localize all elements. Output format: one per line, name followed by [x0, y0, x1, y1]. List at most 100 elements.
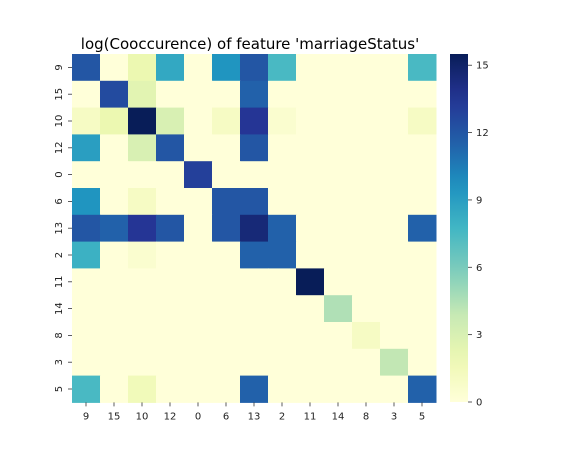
- heatmap-cell: [128, 188, 157, 216]
- heatmap-cell: [100, 348, 129, 377]
- heatmap-cell: [324, 80, 353, 109]
- heatmap-cell: [380, 375, 409, 403]
- heatmap-cell: [184, 107, 213, 135]
- heatmap-cell: [240, 188, 269, 216]
- heatmap-cell: [72, 188, 101, 216]
- heatmap-cell: [352, 161, 381, 189]
- heatmap-cell: [352, 80, 381, 109]
- heatmap-cell: [212, 161, 241, 189]
- heatmap-cell: [128, 375, 157, 403]
- y-tick-label: 2: [54, 252, 65, 258]
- heatmap-cell: [268, 268, 297, 296]
- heatmap-cell: [72, 161, 101, 189]
- heatmap-cell: [408, 54, 437, 82]
- heatmap-cell: [128, 322, 157, 350]
- heatmap-cell: [352, 241, 381, 269]
- heatmap-cell: [380, 241, 409, 269]
- heatmap-cell: [156, 161, 185, 189]
- heatmap-cell: [212, 322, 241, 350]
- heatmap-cell: [128, 295, 157, 323]
- heatmap-cell: [240, 375, 269, 403]
- heatmap-cell: [212, 134, 241, 162]
- heatmap-cell: [184, 188, 213, 216]
- colorbar-tick-label: 3: [476, 330, 482, 341]
- heatmap-cell: [240, 322, 269, 350]
- heatmap-cell: [212, 54, 241, 82]
- heatmap-cell: [240, 80, 269, 109]
- heatmap-cell: [72, 241, 101, 269]
- heatmap-cell: [268, 322, 297, 350]
- heatmap-cell: [324, 188, 353, 216]
- heatmap-cell: [100, 161, 129, 189]
- heatmap-cell: [296, 107, 325, 135]
- y-tick-label: 10: [54, 115, 65, 128]
- heatmap-cell: [380, 188, 409, 216]
- heatmap-cell: [380, 161, 409, 189]
- x-tick-label: 0: [195, 411, 201, 422]
- x-tick-label: 10: [136, 411, 149, 422]
- heatmap-cell: [212, 188, 241, 216]
- heatmap-cell: [408, 295, 437, 323]
- y-axis-ticks: 9 15 10 12 0 6 13 2 11 14 8 3 5: [54, 64, 72, 392]
- heatmap-cell: [380, 214, 409, 243]
- heatmap-cell: [408, 134, 437, 162]
- x-tick-label: 14: [332, 411, 345, 422]
- heatmap-cell: [408, 188, 437, 216]
- heatmap-cell: [156, 241, 185, 269]
- heatmap-cell: [240, 214, 269, 243]
- heatmap-cell: [352, 348, 381, 377]
- heatmap-cell: [240, 268, 269, 296]
- heatmap-cell: [324, 134, 353, 162]
- x-tick-label: 9: [83, 411, 89, 422]
- heatmap-cell: [240, 295, 269, 323]
- heatmap-cell: [184, 214, 213, 243]
- heatmap-cell: [184, 161, 213, 189]
- heatmap-cell: [296, 348, 325, 377]
- heatmap-cell: [296, 161, 325, 189]
- heatmap-cell: [72, 268, 101, 296]
- heatmap-cell: [408, 322, 437, 350]
- colorbar-tick-label: 12: [476, 128, 489, 139]
- heatmap-cell: [352, 188, 381, 216]
- x-tick-label: 5: [419, 411, 425, 422]
- heatmap-cell: [184, 348, 213, 377]
- heatmap-cell: [324, 268, 353, 296]
- heatmap-cell: [352, 295, 381, 323]
- y-tick-label: 8: [54, 332, 65, 338]
- x-tick-label: 2: [279, 411, 285, 422]
- colorbar-tick-label: 6: [476, 263, 482, 274]
- heatmap-cell: [184, 54, 213, 82]
- colorbar-ticks: 0 3 6 9 12 15: [468, 61, 489, 409]
- heatmap-cell: [324, 54, 353, 82]
- heatmap-cell: [184, 241, 213, 269]
- heatmap-cell: [268, 188, 297, 216]
- heatmap-cell: [268, 375, 297, 403]
- colorbar-tick-label: 15: [476, 61, 489, 72]
- heatmap-cell: [128, 268, 157, 296]
- heatmap-cell: [268, 134, 297, 162]
- x-tick-label: 12: [164, 411, 177, 422]
- heatmap-cell: [184, 322, 213, 350]
- y-tick-label: 13: [54, 222, 65, 235]
- heatmap-cell: [324, 322, 353, 350]
- heatmap-cell: [72, 322, 101, 350]
- heatmap-cell: [296, 80, 325, 109]
- heatmap-cell: [128, 348, 157, 377]
- heatmap-cell: [268, 348, 297, 377]
- colorbar-tick-label: 0: [476, 398, 482, 409]
- heatmap-cell: [156, 295, 185, 323]
- heatmap-cell: [380, 107, 409, 135]
- heatmap-cell: [100, 214, 129, 243]
- heatmap-cell: [100, 375, 129, 403]
- heatmap-cell: [184, 295, 213, 323]
- heatmap-cell: [296, 214, 325, 243]
- heatmap-cell: [240, 134, 269, 162]
- y-tick-label: 14: [54, 302, 65, 315]
- heatmap-cell: [352, 322, 381, 350]
- heatmap-cell: [296, 295, 325, 323]
- heatmap-cell: [352, 375, 381, 403]
- heatmap-cell: [156, 214, 185, 243]
- heatmap-cell: [352, 134, 381, 162]
- x-tick-label: 13: [248, 411, 261, 422]
- y-tick-label: 6: [54, 198, 65, 204]
